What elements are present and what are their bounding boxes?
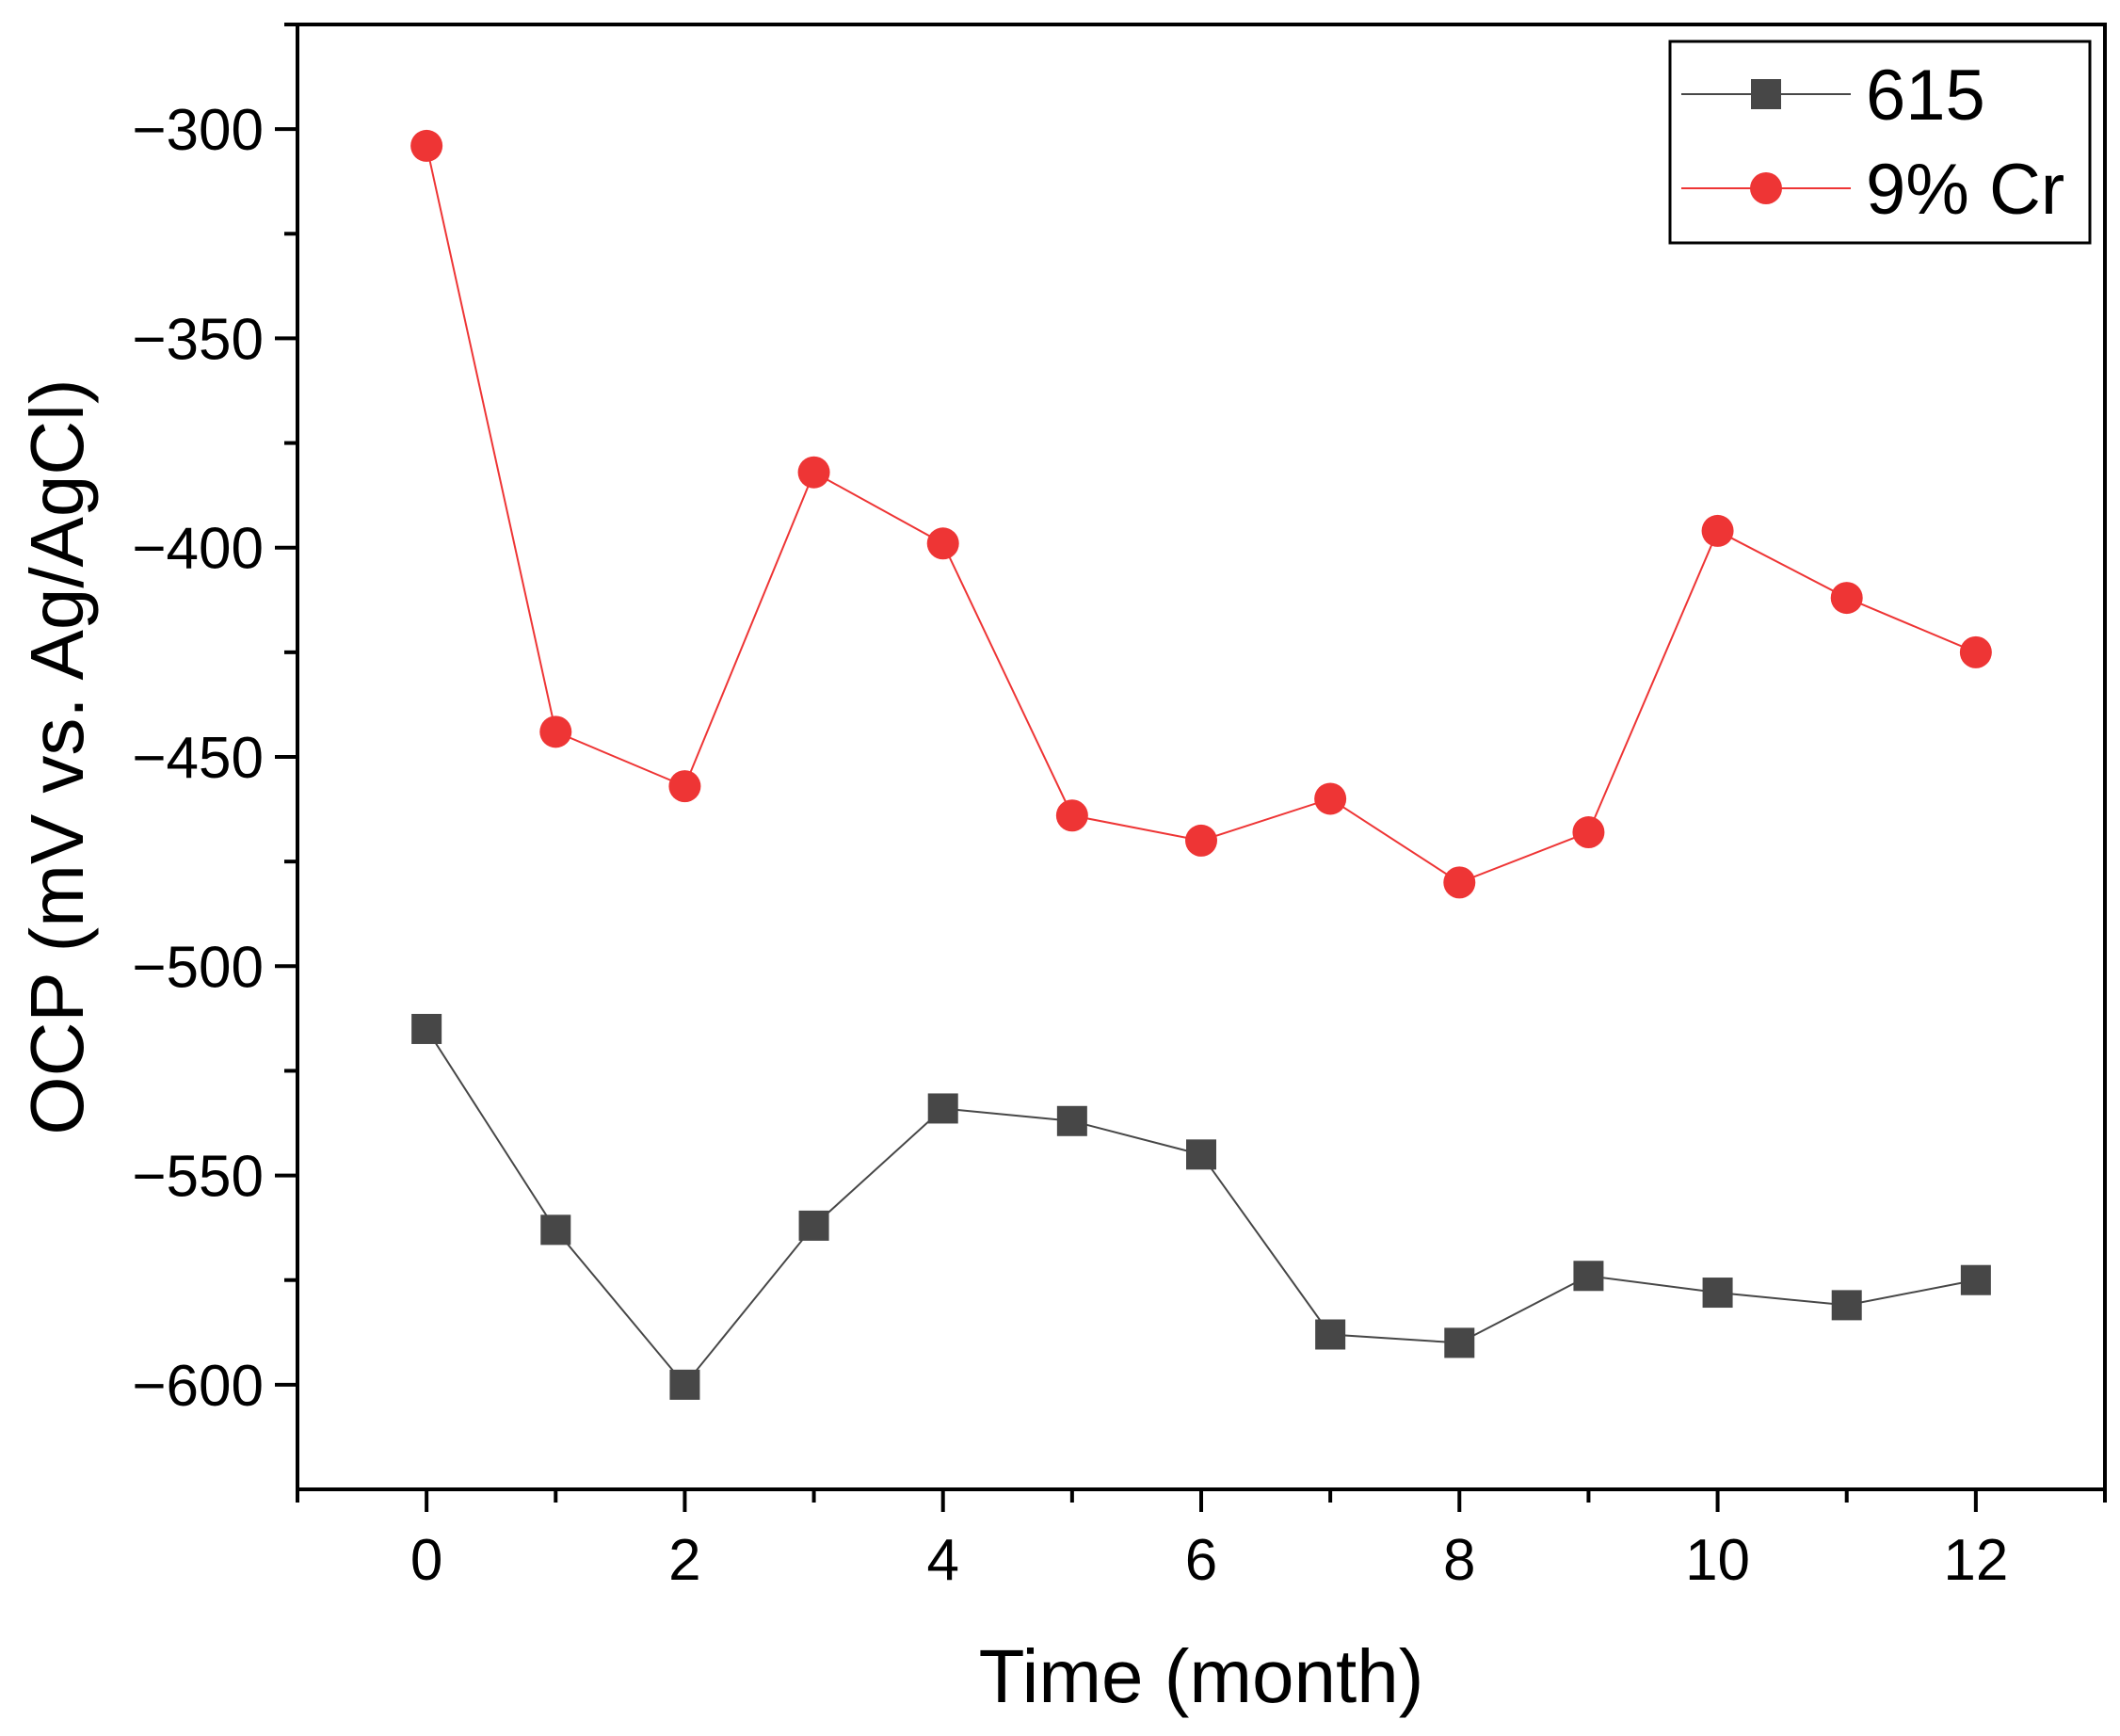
y-tick-label: −450 <box>132 726 264 791</box>
series-1-point <box>926 527 959 560</box>
series-0-point <box>1960 1264 1991 1295</box>
series-0-point <box>411 1013 442 1044</box>
y-tick-label: −550 <box>132 1145 264 1210</box>
legend-label: 615 <box>1866 56 1985 136</box>
series-0-point <box>1315 1319 1346 1350</box>
x-axis-title: Time (month) <box>979 1634 1424 1718</box>
x-tick-label: 12 <box>1943 1528 2008 1593</box>
x-tick-label: 4 <box>926 1528 958 1593</box>
series-1-point <box>668 770 701 803</box>
series-0-point <box>540 1214 571 1246</box>
series-0-point <box>669 1369 700 1400</box>
series-0-point <box>1702 1278 1733 1309</box>
axes-layer: 0 2 4 6 8 10 12 −300 −350 −400 −450 −500 −550 −600 <box>132 23 2107 1593</box>
series-layer <box>410 129 1992 1400</box>
series-1-point <box>1830 582 1863 615</box>
y-tick-label: −600 <box>132 1354 264 1419</box>
legend-label: 9% Cr <box>1866 150 2064 230</box>
series-1-point <box>1572 816 1605 849</box>
series-0-point <box>927 1093 958 1124</box>
x-tick-label: 10 <box>1685 1528 1750 1593</box>
series-1-point <box>1701 514 1734 547</box>
series-0-point <box>1831 1290 1862 1321</box>
plot-frame <box>296 23 2107 1491</box>
series-1-point <box>1185 824 1217 857</box>
series-0-point <box>1186 1139 1216 1170</box>
x-tick-label: 8 <box>1443 1528 1475 1593</box>
y-axis-title: OCP (mV vs. Ag/AgCl) <box>15 378 99 1134</box>
series-1-point <box>1055 799 1088 832</box>
x-tick-label: 2 <box>668 1528 700 1593</box>
series-1-point <box>1959 635 1992 668</box>
series-0-point <box>1056 1105 1087 1136</box>
x-tick-label: 0 <box>410 1528 442 1593</box>
series-1-point <box>539 715 572 748</box>
series-0-point <box>1444 1327 1475 1358</box>
legend: 615 9% Cr <box>1668 40 2092 245</box>
y-tick-label: −300 <box>132 98 264 163</box>
series-1-point <box>1314 782 1347 815</box>
y-tick-label: −500 <box>132 935 264 1000</box>
legend-box <box>1668 40 2092 245</box>
legend-circle-marker <box>1750 172 1782 204</box>
x-tick-label: 6 <box>1185 1528 1217 1593</box>
series-1-point <box>410 129 443 162</box>
series-1-point <box>1443 866 1476 899</box>
y-tick-label: −350 <box>132 307 264 372</box>
legend-square-marker <box>1751 79 1781 109</box>
y-tick-label: −400 <box>132 517 264 582</box>
series-1-point <box>797 456 830 489</box>
series-0-point <box>798 1210 829 1241</box>
series-0-point <box>1573 1261 1604 1292</box>
